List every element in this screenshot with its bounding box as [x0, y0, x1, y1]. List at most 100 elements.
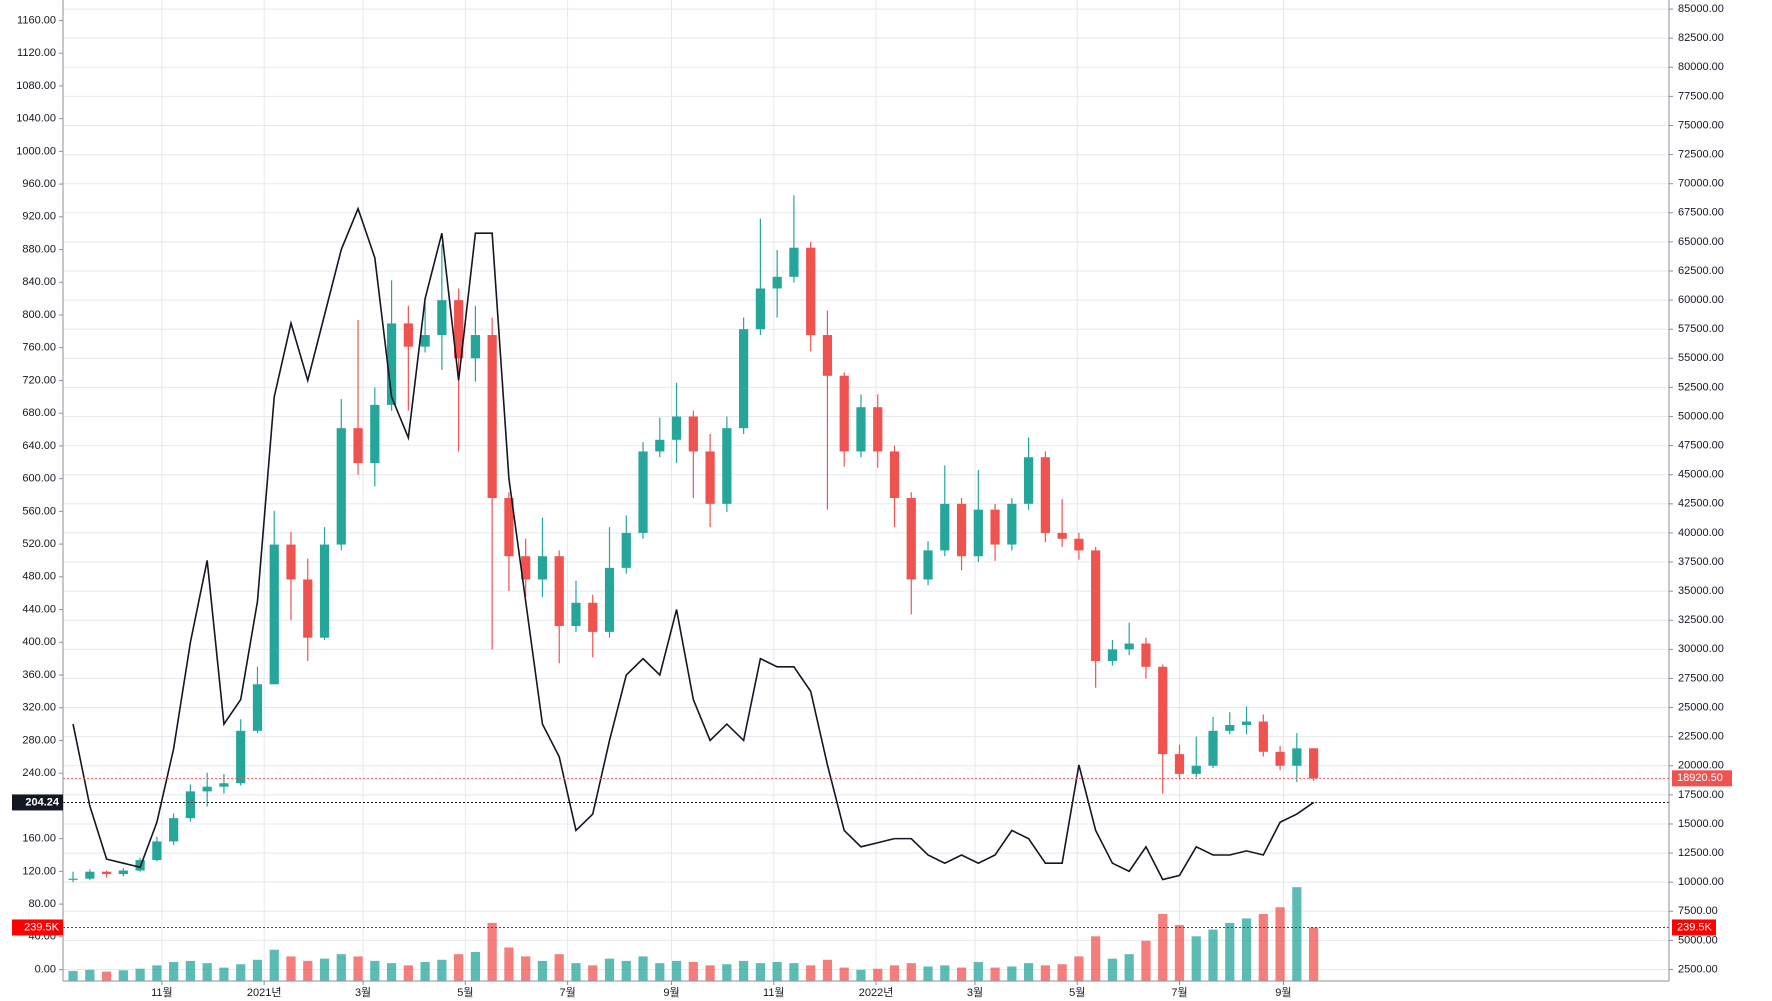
candle-body [839, 375, 849, 452]
y-tick-label: 680.00 [22, 407, 56, 419]
volume-bar [806, 965, 816, 981]
y2-tick-label: 82500.00 [1678, 32, 1724, 44]
line-series [72, 206, 1315, 881]
volume-bar [973, 962, 983, 981]
y2-tick-label: 10000.00 [1678, 876, 1724, 888]
candle-body [604, 567, 615, 632]
volume-bar [1141, 940, 1151, 981]
candle-body [1258, 721, 1268, 752]
x-tick-label: 3월 [355, 986, 371, 999]
last-value-label: 204.24 [25, 796, 60, 808]
volume-bar [1007, 966, 1017, 981]
y2-tick-label: 57500.00 [1678, 323, 1724, 335]
volume-bar [1091, 936, 1101, 981]
candle-body [1057, 532, 1067, 539]
candle-body [1308, 748, 1319, 779]
y-tick-label: 160.00 [22, 833, 56, 845]
candle-body [940, 503, 950, 551]
candle-body [571, 602, 581, 627]
volume-bar [621, 960, 631, 981]
volume-bar [1292, 887, 1302, 981]
volume-bar [940, 965, 950, 981]
candle-body [856, 407, 866, 452]
y-tick-label: 800.00 [22, 309, 56, 321]
y-tick-label: 600.00 [22, 473, 56, 485]
candle-body [252, 684, 263, 731]
y2-tick-label: 45000.00 [1678, 469, 1724, 481]
volume-bar [521, 956, 531, 981]
volume-bar [588, 965, 598, 981]
candle-body [454, 300, 464, 359]
y2-tick-label: 80000.00 [1678, 61, 1724, 73]
y-tick-label: 840.00 [22, 276, 56, 288]
x-tick-label: 5월 [457, 986, 473, 999]
volume-bar [1174, 925, 1185, 981]
volume-bar [303, 960, 313, 981]
x-tick-label: 11월 [763, 986, 785, 999]
candle-body [671, 416, 682, 440]
candle-body [1191, 765, 1201, 774]
volume-bar [755, 963, 765, 981]
last-price-box [1672, 770, 1732, 787]
labels: 2500.00 5000.00 7500.00 10000.00 12500.00 150… [12, 3, 1732, 999]
volume-bar [1057, 964, 1067, 981]
y-tick-label: 240.00 [22, 767, 56, 779]
candle-body [755, 288, 765, 330]
candle-body [789, 247, 799, 277]
candle-body [1292, 748, 1302, 766]
volume-bar [772, 962, 782, 981]
volume-bar [705, 965, 715, 981]
candles [68, 195, 1319, 883]
volume-bar [420, 962, 430, 981]
volume-bar [1024, 963, 1034, 981]
x-tick-label: 2021년 [247, 986, 282, 999]
y2-tick-label: 60000.00 [1678, 294, 1724, 306]
candle-body [722, 428, 732, 504]
candle-body [554, 556, 564, 627]
volume-bar [1241, 918, 1252, 981]
candle-body [1124, 643, 1134, 650]
last-volume-label: 239.5K [1677, 921, 1713, 933]
volume-bar [504, 947, 514, 981]
x-tick-label: 11월 [151, 986, 173, 999]
volume-bar [236, 964, 246, 981]
last-volume-label: 239.5K [24, 921, 60, 933]
y2-tick-label: 15000.00 [1678, 818, 1724, 830]
volume-bar [185, 960, 196, 981]
last-value-box [12, 794, 63, 811]
candle-body [219, 783, 229, 787]
volume-bar [1191, 936, 1201, 981]
x-tick-label: 3월 [967, 986, 983, 999]
y-tick-label: 360.00 [22, 669, 56, 681]
volume-bar [571, 963, 581, 981]
last-volume-box [1672, 919, 1716, 936]
volume-bar [470, 951, 481, 981]
y2-tick-label: 27500.00 [1678, 672, 1724, 684]
volume-bar [68, 970, 78, 981]
y2-tick-label: 2500.00 [1678, 963, 1718, 975]
y-tick-label: 1120.00 [17, 47, 56, 59]
y-tick-label: 640.00 [22, 440, 56, 452]
candle-body [118, 870, 128, 875]
y2-tick-label: 67500.00 [1678, 207, 1724, 219]
candle-body [1141, 643, 1151, 667]
candle-body [437, 300, 447, 336]
candle-body [990, 509, 1000, 545]
y2-tick-label: 37500.00 [1678, 556, 1724, 568]
volume-bar [169, 962, 179, 981]
volume-bar [1308, 927, 1319, 981]
candle-body [386, 323, 397, 405]
volume-bar [839, 967, 849, 981]
candle-body [487, 335, 497, 499]
candle-body [353, 428, 363, 464]
volume-bar [822, 959, 833, 981]
candle-body [1174, 754, 1185, 774]
volume-bar [1124, 954, 1134, 981]
volume-bar [1040, 965, 1050, 981]
volume-bar [403, 965, 413, 981]
candle-body [973, 509, 983, 557]
volume-bar [638, 956, 648, 981]
candle-body [169, 818, 179, 842]
volume-bar [990, 967, 1000, 981]
